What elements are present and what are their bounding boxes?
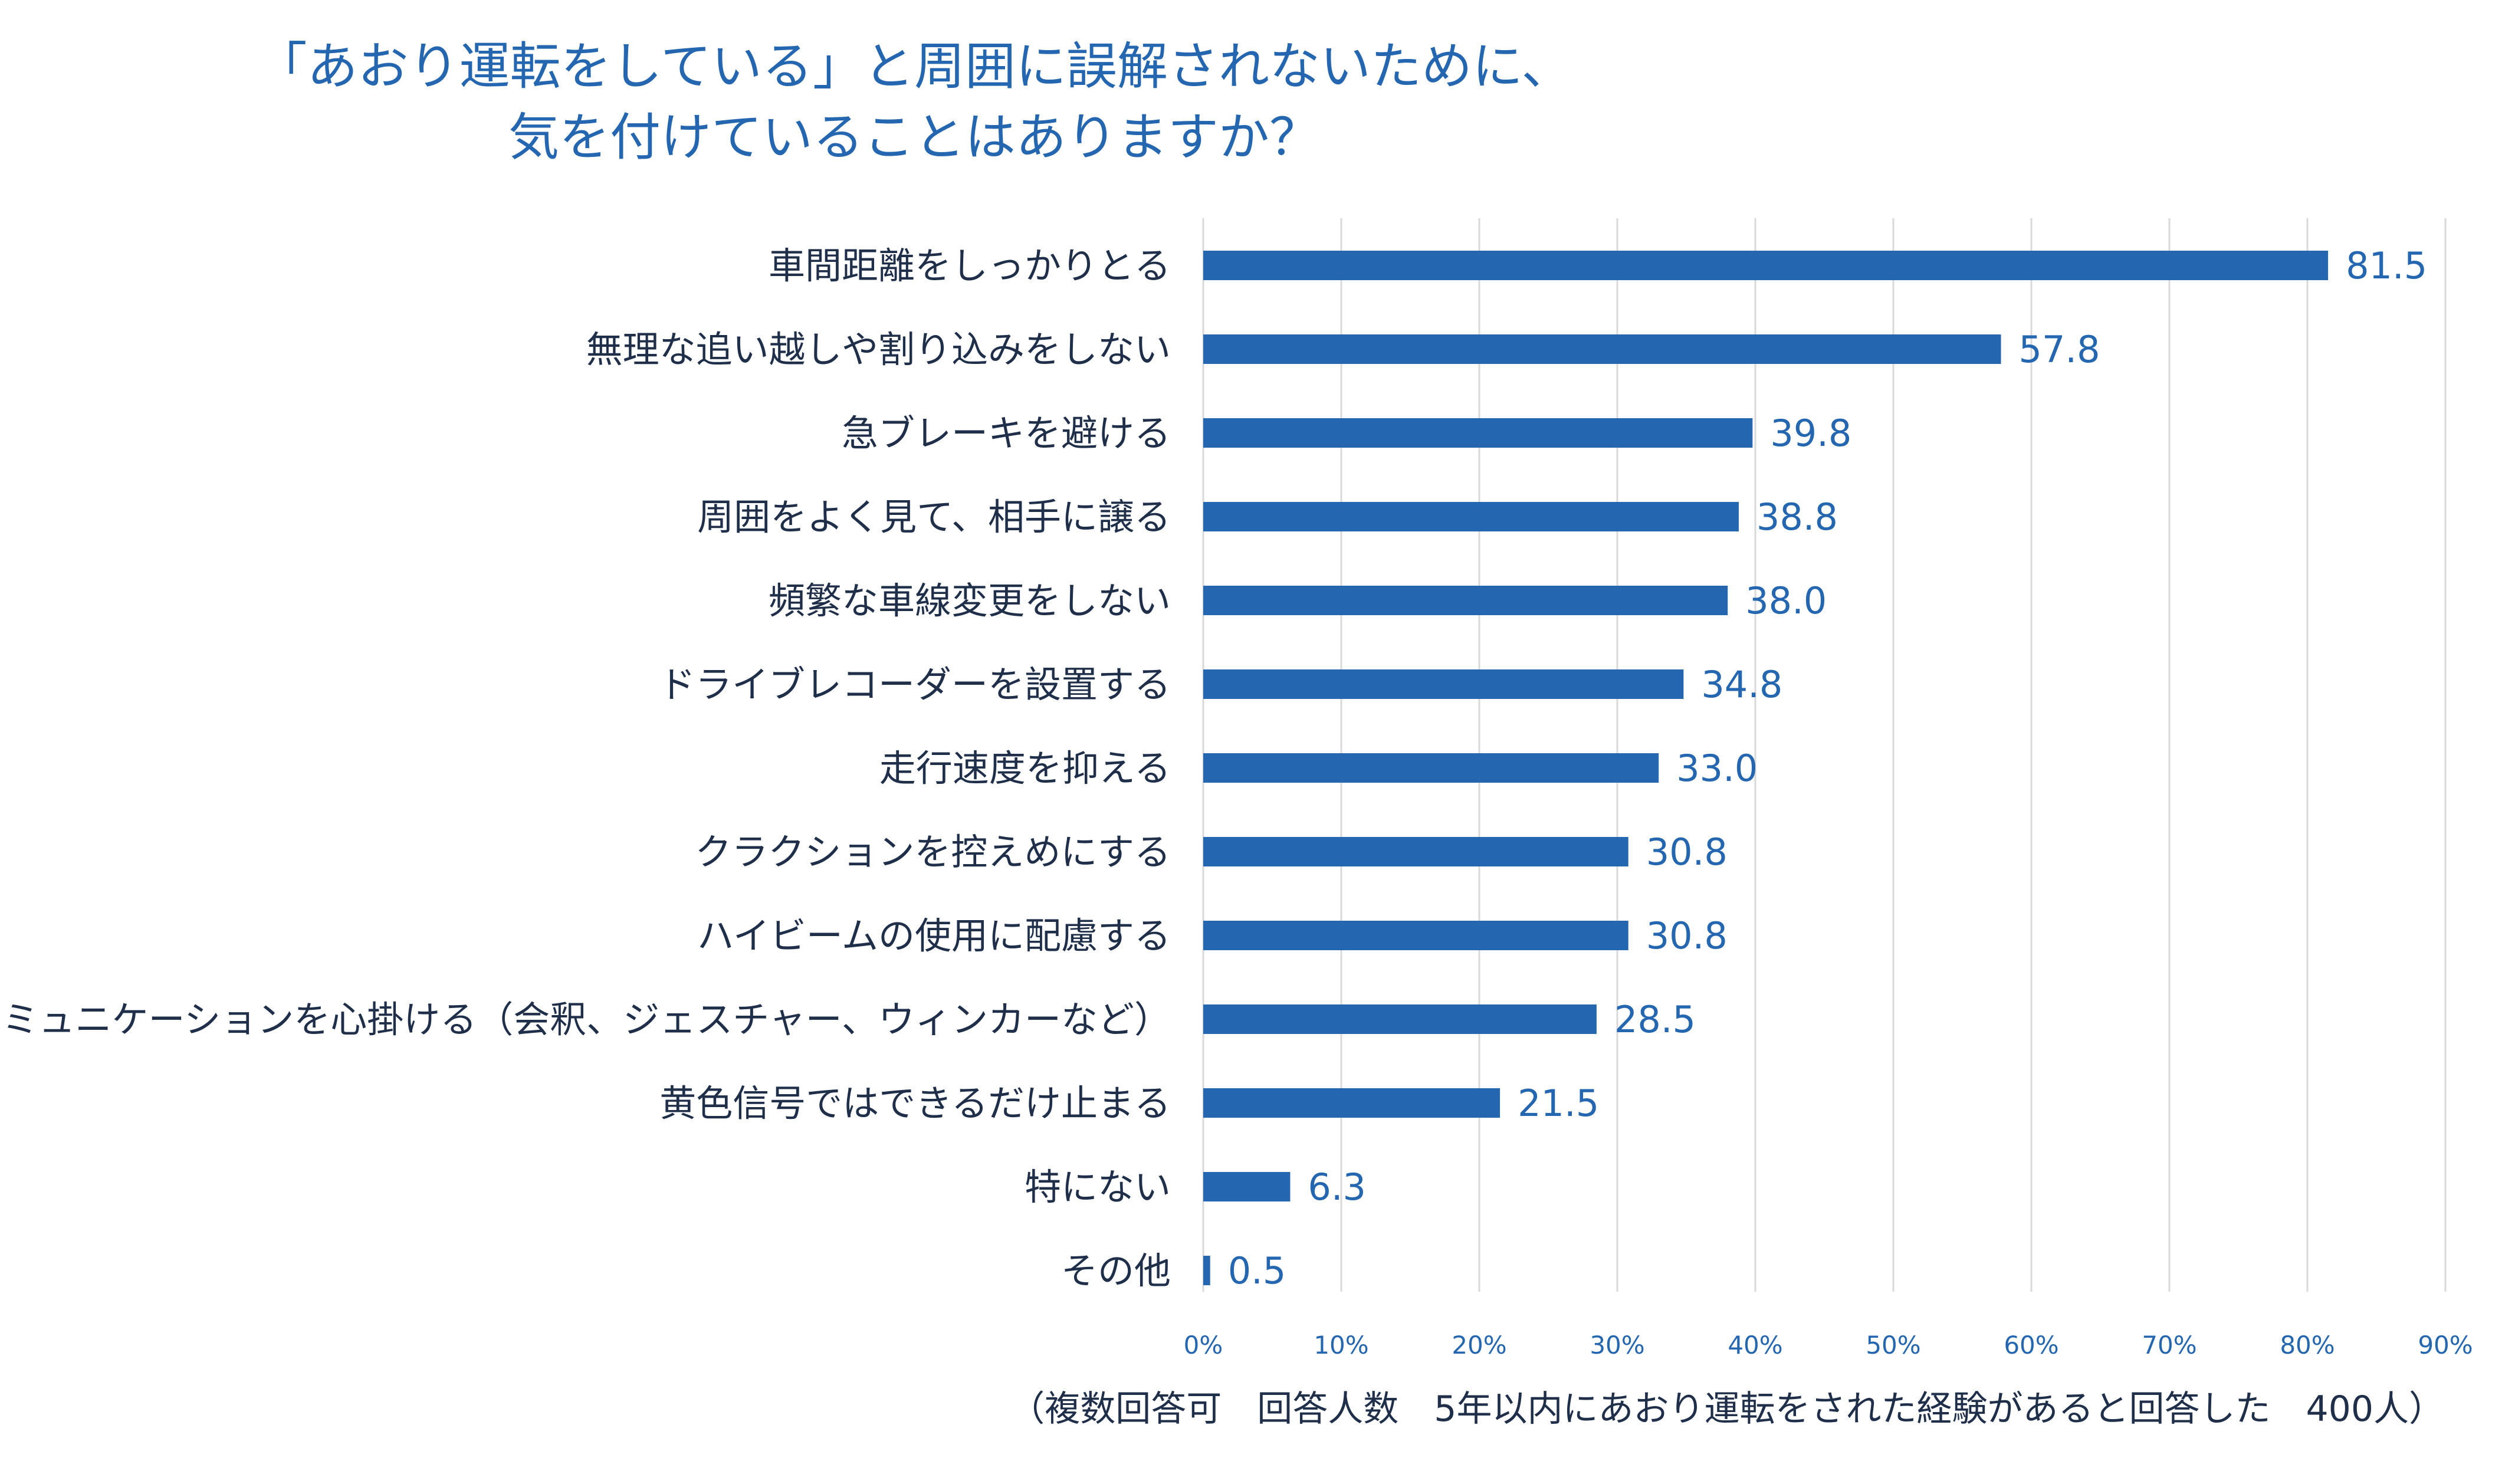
category-label: ドライブレコーダーを設置する: [659, 663, 1171, 706]
x-tick-label: 80%: [2280, 1331, 2335, 1360]
bars: [1203, 251, 2329, 1285]
value-label: 30.8: [1646, 830, 1728, 874]
bar: [1203, 1256, 1210, 1285]
chart-title-line-2: 気を付けていることはありますか？: [508, 108, 1320, 167]
value-label: 0.5: [1228, 1249, 1286, 1292]
category-label: コミュニケーションを心掛ける（会釈、ジェスチャー、ウィンカーなど）: [0, 998, 1171, 1041]
category-label: 走行速度を抑える: [879, 747, 1171, 790]
value-label: 21.5: [1518, 1082, 1599, 1125]
chart-title-line-1: 「あおり運転をしている」と周囲に誤解されないために、: [256, 37, 1572, 96]
x-tick-label: 0%: [1184, 1331, 1223, 1360]
value-label: 38.8: [1756, 495, 1838, 539]
bar: [1203, 251, 2329, 280]
value-label: 6.3: [1308, 1165, 1366, 1209]
x-tick-label: 40%: [1728, 1331, 1782, 1360]
category-label: 頻繁な車線変更をしない: [769, 579, 1171, 622]
category-label: 黄色信号ではできるだけ止まる: [659, 1082, 1171, 1125]
value-label: 57.8: [2019, 328, 2100, 371]
category-label: 車間距離をしっかりとる: [769, 244, 1171, 287]
chart-footnote: （複数回答可 回答人数 5年以内にあおり運転をされた経験があると回答した 400…: [1009, 1388, 2444, 1430]
category-label: 急ブレーキを避ける: [842, 412, 1171, 455]
x-tick-label: 20%: [1452, 1331, 1506, 1360]
value-label: 30.8: [1646, 914, 1728, 957]
bar: [1203, 669, 1684, 699]
value-labels: 81.5 57.8 39.8 38.8 38.0 34.8 33.0 30.8 30.8 28.5…: [1228, 244, 2427, 1292]
category-label: 特にない: [1025, 1165, 1171, 1209]
category-label: クラクションを控えめにする: [695, 830, 1171, 874]
category-label: その他: [1061, 1249, 1171, 1292]
bar: [1203, 586, 1728, 615]
x-tick-label: 50%: [1866, 1331, 1920, 1360]
value-label: 33.0: [1676, 747, 1758, 790]
value-label: 39.8: [1770, 412, 1851, 455]
bar: [1203, 418, 1753, 448]
x-tick-label: 10%: [1314, 1331, 1368, 1360]
bar: [1203, 1088, 1501, 1118]
bar: [1203, 921, 1628, 950]
bar: [1203, 502, 1739, 531]
value-label: 28.5: [1614, 998, 1696, 1041]
x-tick-label: 90%: [2418, 1331, 2473, 1360]
value-label: 81.5: [2346, 244, 2427, 287]
value-label: 38.0: [1745, 579, 1827, 622]
category-label: 無理な追い越しや割り込みをしない: [586, 328, 1171, 371]
bar: [1203, 837, 1628, 866]
bar: [1203, 753, 1659, 783]
category-labels: 車間距離をしっかりとる無理な追い越しや割り込みをしない急ブレーキを避ける周囲をよ…: [0, 244, 1171, 1292]
category-label: ハイビームの使用に配慮する: [697, 914, 1171, 957]
bar: [1203, 334, 2001, 364]
bar: [1203, 1172, 1291, 1201]
bar: [1203, 1004, 1597, 1034]
value-label: 34.8: [1701, 663, 1782, 706]
x-axis-tick-labels: 0% 10% 20% 30% 40% 50% 60% 70% 80% 90%: [1184, 1331, 2473, 1360]
x-tick-label: 60%: [2004, 1331, 2058, 1360]
category-label: 周囲をよく見て、相手に譲る: [697, 495, 1171, 539]
x-tick-label: 70%: [2142, 1331, 2196, 1360]
x-tick-label: 30%: [1590, 1331, 1644, 1360]
